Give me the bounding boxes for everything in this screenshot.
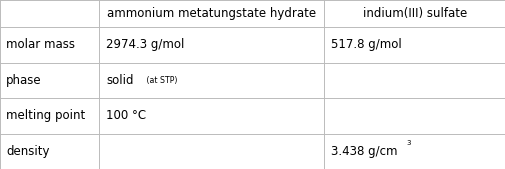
Text: solid: solid <box>106 74 133 87</box>
Text: 100 °C: 100 °C <box>106 109 146 122</box>
Text: ammonium metatungstate hydrate: ammonium metatungstate hydrate <box>107 7 315 20</box>
Text: 3: 3 <box>406 140 410 146</box>
Text: 2974.3 g/mol: 2974.3 g/mol <box>106 38 184 51</box>
Text: phase: phase <box>6 74 41 87</box>
Text: indium(III) sulfate: indium(III) sulfate <box>362 7 466 20</box>
Text: 517.8 g/mol: 517.8 g/mol <box>331 38 401 51</box>
Text: melting point: melting point <box>6 109 85 122</box>
Text: density: density <box>6 145 49 158</box>
Text: 3.438 g/cm: 3.438 g/cm <box>331 145 397 158</box>
Text: molar mass: molar mass <box>6 38 75 51</box>
Text: (at STP): (at STP) <box>144 76 177 85</box>
